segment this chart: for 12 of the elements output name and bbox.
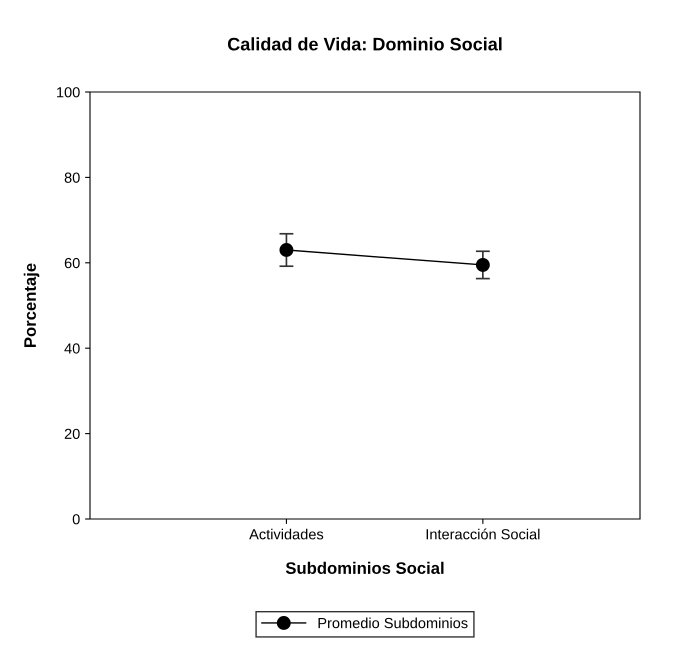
y-tick-label: 20: [64, 428, 80, 440]
chart-title: Calidad de Vida: Dominio Social: [228, 37, 502, 51]
legend-label: Promedio Subdominios: [318, 618, 468, 628]
x-tick-label: Interacción Social: [426, 528, 540, 540]
y-tick-label: 100: [57, 87, 80, 98]
y-tick-label: 60: [64, 258, 80, 268]
y-tick-label: 80: [64, 172, 80, 183]
x-tick-label: Actividades: [249, 528, 324, 540]
y-axis-title: Porcentaje: [24, 263, 40, 347]
y-tick-label: 0: [72, 514, 80, 524]
y-tick-label: 40: [64, 343, 80, 354]
x-axis-title: Subdominios Social: [286, 562, 444, 574]
